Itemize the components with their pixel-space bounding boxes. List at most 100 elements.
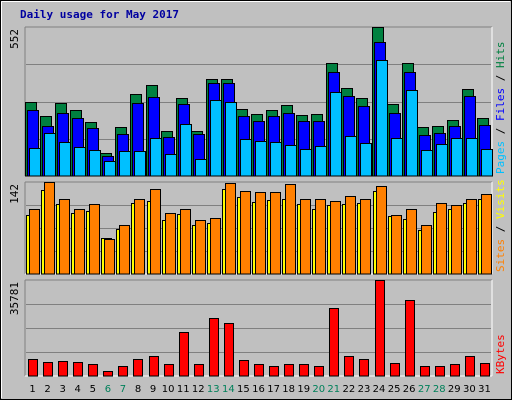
bar-pages-day-18 xyxy=(285,145,297,177)
bar-sites-day-22 xyxy=(345,196,356,275)
legend-separator: / xyxy=(494,219,507,239)
x-label-day-28: 28 xyxy=(433,384,446,395)
bar-pages-day-2 xyxy=(44,133,56,177)
panel-2-legend: Sites / Visits xyxy=(494,179,507,272)
bar-kbytes-day-31 xyxy=(480,363,490,377)
bar-kbytes-day-11 xyxy=(179,332,189,377)
x-label-day-8: 8 xyxy=(135,384,141,395)
x-label-day-21: 21 xyxy=(327,384,340,395)
x-label-day-5: 5 xyxy=(90,384,96,395)
bar-kbytes-day-30 xyxy=(465,356,475,377)
bar-kbytes-day-6 xyxy=(103,371,113,377)
bar-pages-day-24 xyxy=(376,60,388,177)
x-label-day-29: 29 xyxy=(448,384,461,395)
bar-pages-day-30 xyxy=(466,138,478,177)
panel-1-legend: Pages / Files / Hits xyxy=(494,42,507,175)
bar-sites-day-17 xyxy=(270,192,281,275)
legend-separator: / xyxy=(494,121,507,141)
bar-pages-day-23 xyxy=(360,143,372,177)
bar-pages-day-6 xyxy=(104,161,116,177)
bar-pages-day-7 xyxy=(119,151,131,177)
x-label-day-9: 9 xyxy=(150,384,156,395)
bar-sites-day-20 xyxy=(315,199,326,275)
panel-1-ymax-label: 552 xyxy=(8,29,21,49)
bar-pages-day-13 xyxy=(210,100,222,177)
legend-entry-kbytes: KBytes xyxy=(494,334,507,374)
x-label-day-6: 6 xyxy=(105,384,111,395)
bar-pages-day-8 xyxy=(134,151,146,177)
bar-kbytes-day-16 xyxy=(254,364,264,377)
bar-pages-day-3 xyxy=(59,142,71,177)
x-label-day-4: 4 xyxy=(75,384,81,395)
bar-kbytes-day-21 xyxy=(329,308,339,377)
x-label-day-17: 17 xyxy=(267,384,280,395)
bar-sites-day-24 xyxy=(376,186,387,275)
legend-entry-files: Files xyxy=(494,88,507,121)
legend-entry-visits: Visits xyxy=(494,179,507,219)
bar-kbytes-day-3 xyxy=(58,361,68,377)
panel-2-ymax-label: 142 xyxy=(8,184,21,204)
bar-sites-day-7 xyxy=(119,225,130,275)
bar-pages-day-22 xyxy=(345,136,357,177)
bar-sites-day-29 xyxy=(451,205,462,275)
bar-sites-day-14 xyxy=(225,183,236,275)
x-label-day-3: 3 xyxy=(60,384,66,395)
bar-kbytes-day-26 xyxy=(405,300,415,377)
x-label-day-20: 20 xyxy=(312,384,325,395)
bar-sites-day-23 xyxy=(360,199,371,275)
bar-pages-day-11 xyxy=(180,124,192,177)
bar-sites-day-11 xyxy=(180,209,191,275)
bar-kbytes-day-15 xyxy=(239,360,249,377)
bar-sites-day-27 xyxy=(421,225,432,275)
x-label-day-23: 23 xyxy=(358,384,371,395)
x-label-day-30: 30 xyxy=(463,384,476,395)
bar-kbytes-day-22 xyxy=(344,356,354,377)
bar-kbytes-day-19 xyxy=(299,364,309,377)
bar-kbytes-day-5 xyxy=(88,364,98,377)
bar-pages-day-19 xyxy=(300,149,312,177)
bar-sites-day-30 xyxy=(466,199,477,275)
bar-pages-day-31 xyxy=(481,149,493,177)
bar-pages-day-25 xyxy=(391,138,403,177)
bar-pages-day-4 xyxy=(74,147,86,177)
bar-pages-day-26 xyxy=(406,90,418,177)
bar-sites-day-26 xyxy=(406,209,417,275)
bar-sites-day-16 xyxy=(255,192,266,275)
x-label-day-10: 10 xyxy=(162,384,175,395)
bar-sites-day-5 xyxy=(89,204,100,275)
x-label-day-7: 7 xyxy=(120,384,126,395)
bar-sites-day-1 xyxy=(29,209,40,275)
x-label-day-15: 15 xyxy=(237,384,250,395)
x-label-day-22: 22 xyxy=(343,384,356,395)
chart-title: Daily usage for May 2017 xyxy=(20,8,179,21)
bar-kbytes-day-1 xyxy=(28,359,38,377)
bar-sites-day-2 xyxy=(44,182,55,275)
bar-kbytes-day-23 xyxy=(359,359,369,377)
bar-pages-day-28 xyxy=(436,144,448,177)
bar-kbytes-day-29 xyxy=(450,364,460,377)
bar-pages-day-16 xyxy=(255,141,267,177)
bar-sites-day-15 xyxy=(240,191,251,275)
bar-kbytes-day-24 xyxy=(375,280,385,377)
bar-pages-day-29 xyxy=(451,138,463,177)
bar-pages-day-10 xyxy=(165,154,177,177)
bar-kbytes-day-27 xyxy=(420,366,430,377)
x-label-day-11: 11 xyxy=(177,384,190,395)
bar-sites-day-3 xyxy=(59,199,70,275)
bar-sites-day-8 xyxy=(134,199,145,275)
x-label-day-19: 19 xyxy=(297,384,310,395)
bar-kbytes-day-7 xyxy=(118,366,128,377)
bar-kbytes-day-20 xyxy=(314,366,324,377)
bar-kbytes-day-8 xyxy=(133,359,143,377)
bar-pages-day-17 xyxy=(270,142,282,177)
panel-3-legend: KBytes xyxy=(494,334,507,374)
bar-sites-day-25 xyxy=(391,215,402,275)
x-label-day-1: 1 xyxy=(29,384,35,395)
bar-kbytes-day-9 xyxy=(149,356,159,377)
bar-pages-day-1 xyxy=(29,148,41,177)
legend-entry-pages: Pages xyxy=(494,141,507,174)
bar-pages-day-5 xyxy=(89,150,101,177)
bar-pages-day-12 xyxy=(195,159,207,177)
bar-kbytes-day-12 xyxy=(194,364,204,377)
